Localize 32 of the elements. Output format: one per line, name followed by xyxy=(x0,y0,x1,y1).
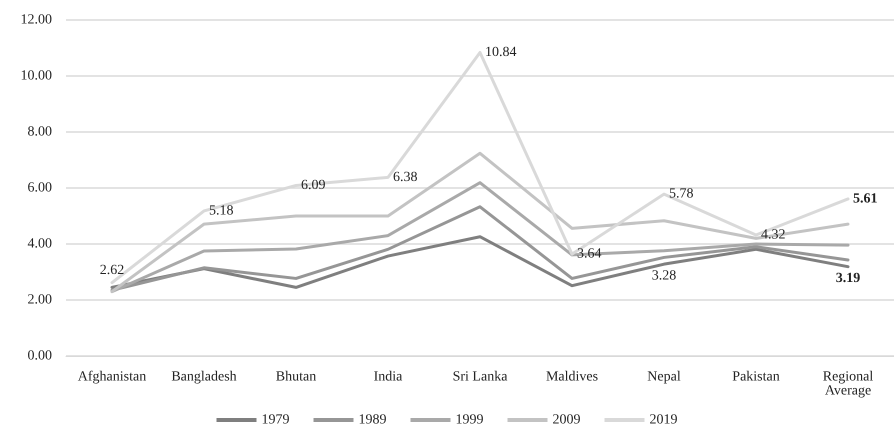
x-tick-label: India xyxy=(374,370,404,384)
data-label: 5.61 xyxy=(853,191,878,206)
x-tick-label: Bhutan xyxy=(276,370,316,384)
data-label: 4.32 xyxy=(761,228,786,243)
y-tick-label: 0.00 xyxy=(28,348,52,364)
y-tick-label: 2.00 xyxy=(28,292,52,308)
data-label: 3.28 xyxy=(652,268,676,284)
x-tick-label: Nepal xyxy=(647,370,681,384)
data-label: 3.64 xyxy=(577,246,602,262)
x-tick-label: Regional Average xyxy=(822,370,874,398)
legend-label: 1999 xyxy=(456,412,484,428)
data-label: 10.84 xyxy=(485,44,516,60)
legend-label: 1989 xyxy=(358,412,386,428)
data-label: 5.78 xyxy=(669,186,694,202)
data-label: 5.18 xyxy=(209,203,234,218)
legend-label: 2019 xyxy=(650,412,678,428)
y-tick-label: 12.00 xyxy=(20,12,52,28)
y-tick-label: 4.00 xyxy=(28,236,52,252)
y-tick-label: 8.00 xyxy=(28,124,52,140)
data-label: 6.09 xyxy=(301,178,326,193)
data-label: 6.38 xyxy=(393,170,418,185)
x-tick-label: Afghanistan xyxy=(78,370,146,384)
x-tick-label: Sri Lanka xyxy=(452,370,508,384)
data-label: 3.19 xyxy=(836,271,860,286)
legend-label: 1979 xyxy=(262,412,290,428)
data-label: 2.62 xyxy=(100,263,124,278)
x-tick-label: Bangladesh xyxy=(171,370,237,384)
y-tick-label: 10.00 xyxy=(20,68,52,84)
legend-label: 2009 xyxy=(552,412,580,428)
y-tick-label: 6.00 xyxy=(28,180,52,196)
x-tick-label: Maldives xyxy=(546,370,598,384)
x-tick-label: Pakistan xyxy=(732,370,780,384)
